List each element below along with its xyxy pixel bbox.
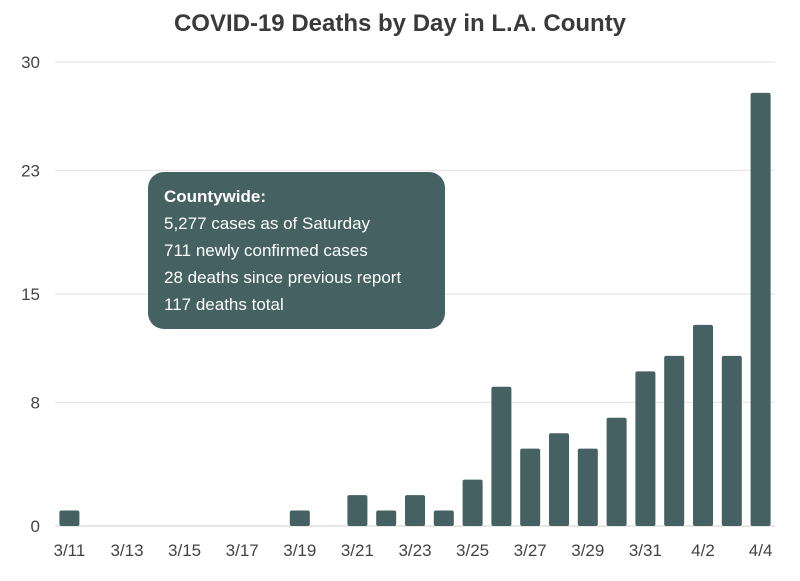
x-tick-label: 3/25 xyxy=(456,541,489,560)
callout-heading: Countywide: xyxy=(164,187,266,206)
x-tick-label: 4/2 xyxy=(691,541,715,560)
x-tick-label: 3/21 xyxy=(341,541,374,560)
x-tick-label: 3/27 xyxy=(514,541,547,560)
bar-3-11 xyxy=(59,510,80,526)
chart-title: COVID-19 Deaths by Day in L.A. County xyxy=(173,10,627,37)
bar-4-4 xyxy=(750,92,771,526)
bar-3-27 xyxy=(520,448,541,526)
bar-3-30 xyxy=(606,417,627,526)
bar-3-21 xyxy=(347,495,368,526)
y-tick-label: 8 xyxy=(31,393,40,412)
bar-3-25 xyxy=(462,479,483,526)
y-tick-label: 30 xyxy=(21,53,40,72)
bar-3-24 xyxy=(433,510,454,526)
bar-3-28 xyxy=(549,433,569,526)
callout-line-cases: 5,277 cases as of Saturday xyxy=(164,214,371,233)
countywide-summary-callout: Countywide: 5,277 cases as of Saturday 7… xyxy=(148,172,445,329)
x-tick-label: 3/19 xyxy=(283,541,316,560)
bar-3-31 xyxy=(635,371,656,526)
x-tick-label: 3/31 xyxy=(629,541,662,560)
x-tick-label: 4/4 xyxy=(749,541,773,560)
x-tick-label: 3/17 xyxy=(226,541,259,560)
bar-3-26 xyxy=(491,386,512,526)
bar-3-23 xyxy=(405,495,425,526)
x-tick-label: 3/11 xyxy=(53,541,85,560)
y-tick-label: 15 xyxy=(21,285,40,304)
bar-3-29 xyxy=(577,448,598,526)
y-tick-label: 23 xyxy=(21,161,40,180)
x-tick-label: 3/23 xyxy=(398,541,431,560)
bar-4-2 xyxy=(693,324,713,526)
x-tick-label: 3/15 xyxy=(168,541,201,560)
y-tick-label: 0 xyxy=(31,517,40,536)
bar-3-22 xyxy=(376,510,397,526)
bar-4-3 xyxy=(721,355,742,526)
callout-line-deaths-since: 28 deaths since previous report xyxy=(164,268,402,287)
bar-4-1 xyxy=(664,355,685,526)
x-tick-label: 3/29 xyxy=(571,541,604,560)
x-tick-label: 3/13 xyxy=(110,541,143,560)
callout-line-deaths-total: 117 deaths total xyxy=(164,295,284,314)
callout-line-new-cases: 711 newly confirmed cases xyxy=(164,241,368,260)
bar-3-19 xyxy=(289,510,310,526)
